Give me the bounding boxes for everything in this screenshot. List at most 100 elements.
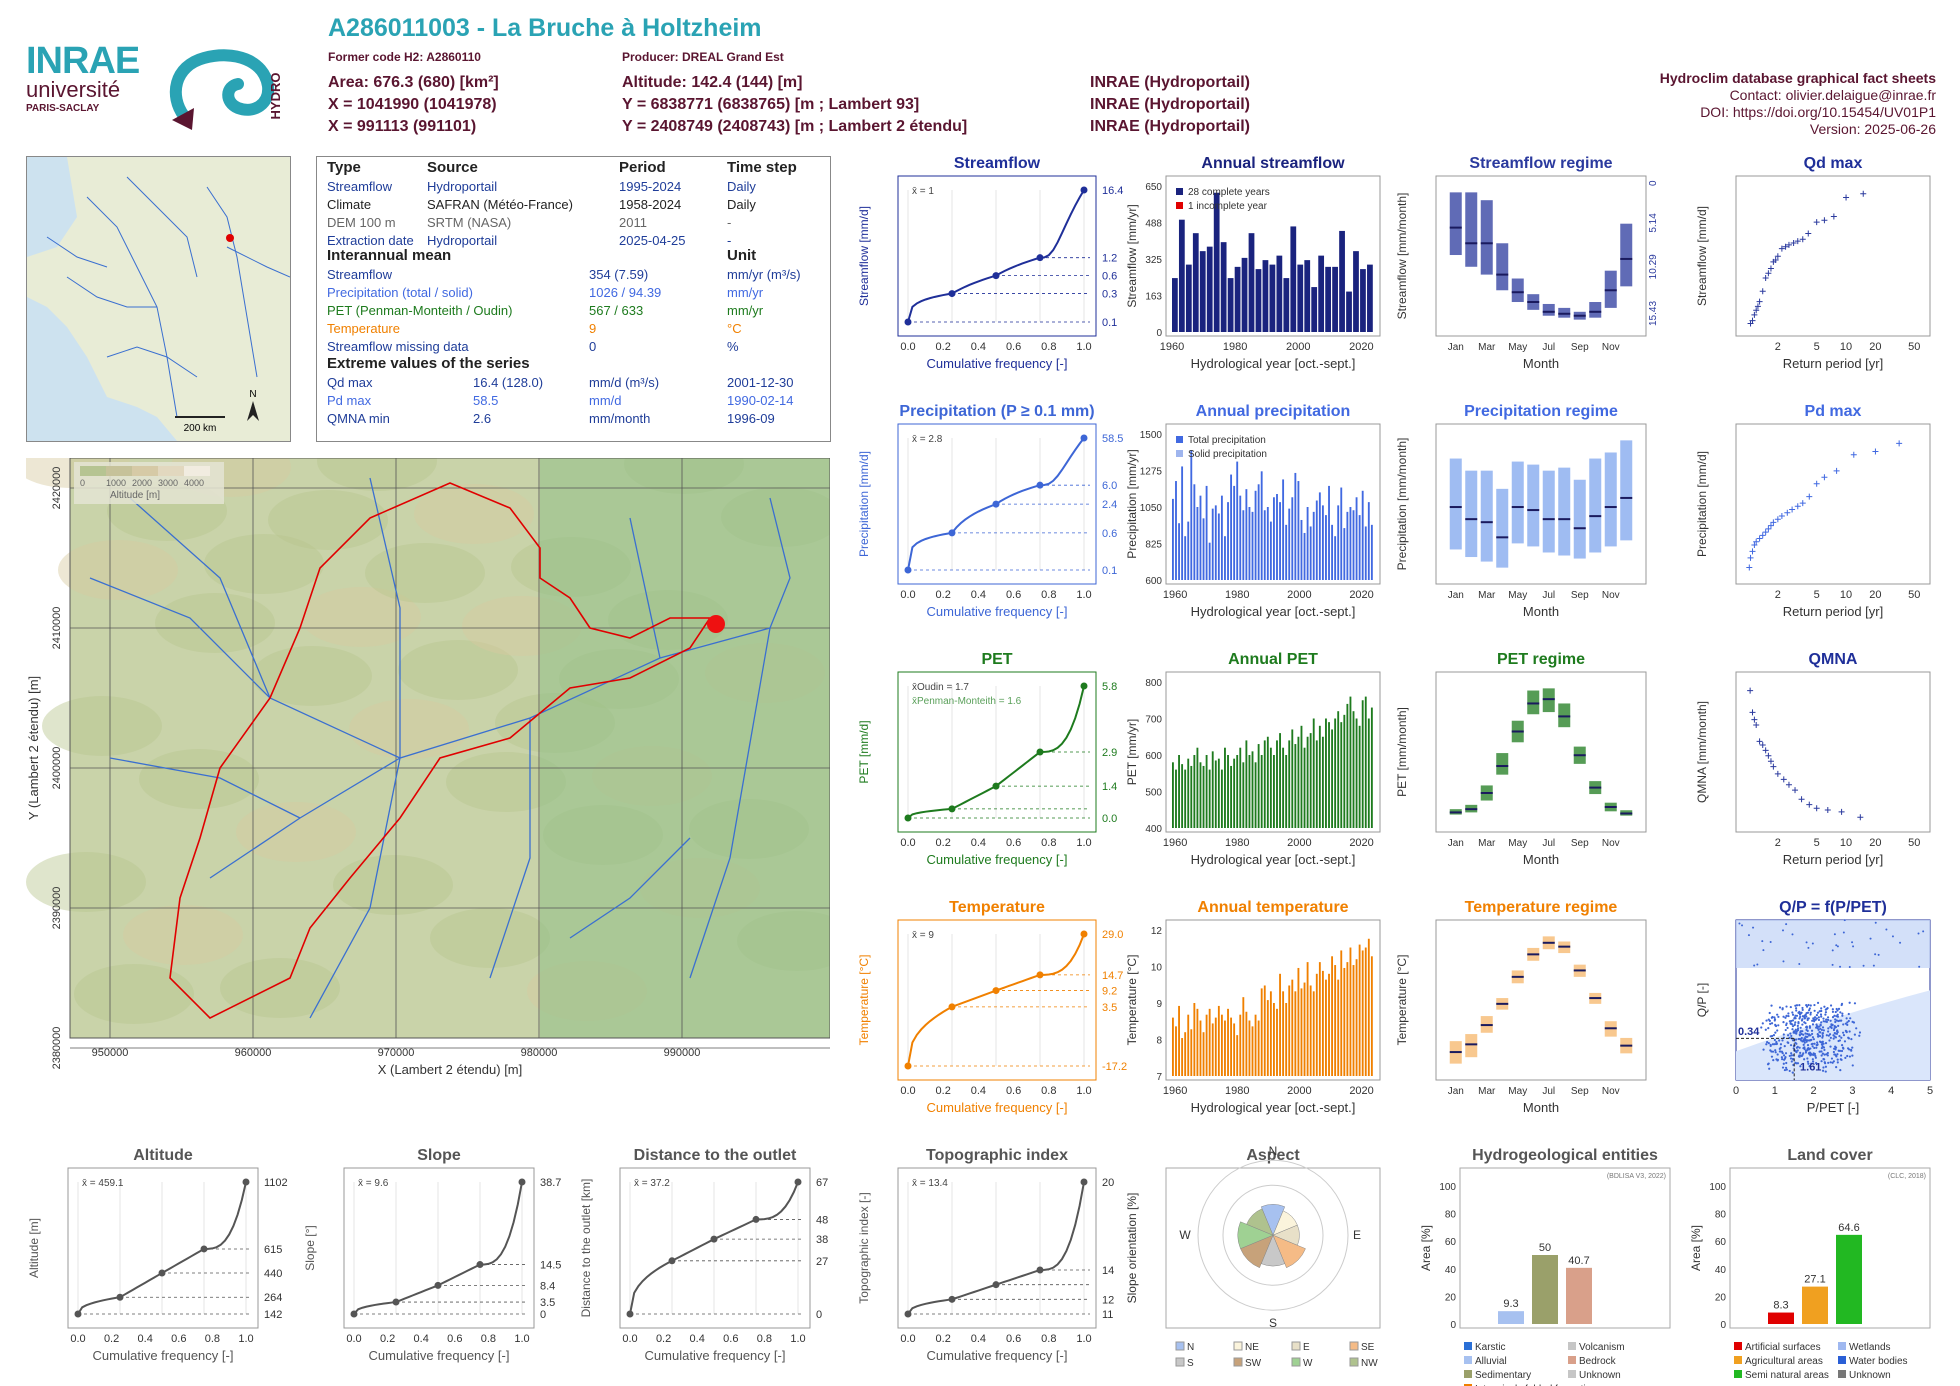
x-tick: 0.0 [70, 1333, 85, 1345]
annual-bar [1306, 962, 1309, 1076]
daily-ratio-point [1832, 1060, 1835, 1063]
return-period-point [1770, 763, 1777, 770]
extreme-date-0: 2001-12-30 [727, 375, 794, 390]
daily-ratio-point [1826, 1054, 1829, 1057]
mean-value-3: 9 [589, 321, 597, 336]
right-tick: 38 [816, 1234, 828, 1246]
annual-bar [1227, 1008, 1229, 1076]
annual-bar [1266, 1000, 1269, 1076]
plot-frame [1735, 423, 1931, 585]
river [309, 757, 401, 1019]
daily-ratio-point [1821, 1069, 1825, 1072]
daily-ratio-point [1791, 933, 1794, 936]
daily-ratio-point [1828, 1033, 1832, 1036]
daily-ratio-point [1802, 1046, 1805, 1050]
daily-ratio-point [1858, 1034, 1861, 1037]
return-period-point [1813, 805, 1820, 812]
chart-land_cover: Land cover Area [%] (CLC, 2018) 0 20 40 60 80 10… [1689, 1147, 1931, 1381]
x-tick: Sep [1571, 1086, 1589, 1097]
daily-ratio-point [1847, 1012, 1850, 1016]
daily-ratio-point [1843, 1040, 1847, 1043]
daily-ratio-point [1797, 1020, 1800, 1024]
plain-area [540, 458, 830, 1038]
daily-ratio-point [1799, 1054, 1802, 1057]
daily-ratio-point [1839, 1054, 1843, 1057]
annual-bar [1352, 510, 1355, 580]
annual-bar [1178, 755, 1180, 828]
daily-ratio-point [1784, 1052, 1788, 1055]
chart-title: Annual PET [1228, 651, 1318, 668]
plot-frame [1729, 1167, 1931, 1329]
return-period-point [1756, 535, 1763, 542]
annual-bar [1331, 729, 1334, 828]
chart-title: Slope [417, 1147, 461, 1164]
right-tick: 142 [264, 1309, 282, 1321]
x-axis-label: Return period [yr] [1783, 604, 1883, 619]
daily-ratio-point [1777, 1015, 1780, 1018]
daily-ratio-point [1775, 1058, 1778, 1061]
x-tick: 5 [1814, 837, 1820, 849]
return-period-point [1798, 796, 1805, 803]
x-axis-label: Hydrological year [oct.-sept.] [1191, 852, 1356, 867]
daily-ratio-point [1787, 1012, 1790, 1015]
daily-ratio-point [1821, 1036, 1824, 1039]
annual-bar [1251, 511, 1254, 580]
chart-title: QMNA [1809, 651, 1858, 668]
daily-ratio-point [1852, 945, 1855, 948]
daily-ratio-point [1821, 1032, 1824, 1035]
river [129, 497, 271, 699]
info-source-2: SRTM (NASA) [427, 215, 512, 230]
daily-ratio-point [1844, 1022, 1847, 1025]
y-axis-label: Streamflow [mm/yr] [1125, 204, 1139, 307]
daily-ratio-point [1798, 1017, 1801, 1020]
annual-bar [1236, 1035, 1239, 1076]
daily-ratio-point [1829, 1004, 1833, 1007]
x-tick: 1.0 [1076, 341, 1091, 353]
legend-tick: 4000 [184, 478, 204, 488]
aspect-sector [1272, 1234, 1306, 1269]
annual-bar [1294, 472, 1297, 580]
daily-ratio-point [1843, 919, 1846, 922]
daily-ratio-point [1790, 1019, 1793, 1023]
daily-ratio-point [1787, 1041, 1790, 1044]
right-tick: 58.5 [1102, 433, 1123, 445]
legend-swatch [1838, 1356, 1846, 1364]
annual-bar [1263, 985, 1266, 1076]
right-tick: 20 [1102, 1177, 1114, 1189]
db-name: Hydroclim database graphical fact sheets [1659, 70, 1936, 86]
daily-ratio-point [1840, 1044, 1844, 1047]
right-tick: 2.9 [1102, 747, 1117, 759]
annual-bar [1346, 703, 1349, 828]
annual-bar [1273, 755, 1275, 828]
daily-ratio-point [1802, 1033, 1805, 1036]
station-location-marker [226, 234, 234, 242]
y-tick: 1275 [1140, 467, 1163, 478]
daily-ratio-point [1801, 1006, 1804, 1010]
annual-bar [1367, 264, 1373, 332]
daily-ratio-point [1824, 1011, 1828, 1014]
daily-ratio-point [1822, 1046, 1826, 1049]
doi-link[interactable]: DOI: https://doi.org/10.15454/UV01P1 [1700, 104, 1936, 120]
daily-ratio-point [1849, 1017, 1852, 1020]
x-tick: 0.6 [447, 1333, 462, 1345]
annual-bar [1220, 1014, 1223, 1076]
y-tick: 600 [1145, 751, 1162, 762]
annual-bar [1360, 269, 1366, 332]
daily-ratio-point [1842, 1031, 1845, 1034]
return-period-point [1747, 554, 1754, 561]
daily-ratio-point [1791, 1013, 1795, 1016]
legend-entry: NE [1245, 1342, 1259, 1353]
catchment-boundary [169, 482, 712, 1019]
chart-title: Streamflow [954, 155, 1041, 172]
x-tick: 1960 [1163, 837, 1187, 849]
extreme-name-1: Pd max [327, 393, 372, 408]
annual-bar [1202, 518, 1205, 580]
y-tick: 9 [1156, 999, 1162, 1010]
daily-ratio-point [1811, 1023, 1815, 1026]
daily-ratio-point [1785, 1068, 1788, 1071]
x-tick: 10 [1840, 837, 1852, 849]
contact-link[interactable]: Contact: olivier.delaigue@inrae.fr [1729, 87, 1936, 103]
annual-bar [1199, 251, 1206, 332]
daily-ratio-point [1835, 1065, 1838, 1069]
daily-ratio-point [1815, 1017, 1818, 1020]
